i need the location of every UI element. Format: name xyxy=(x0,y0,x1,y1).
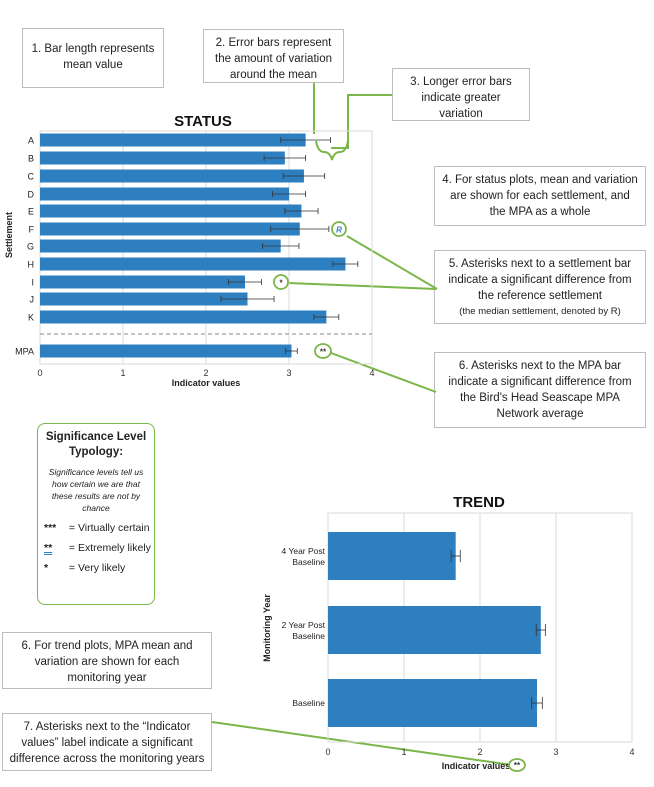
category-label: F xyxy=(29,225,35,235)
note-error-bars: 2. Error bars represent the amount of va… xyxy=(203,29,344,83)
bar xyxy=(40,310,327,324)
category-label: I xyxy=(31,278,34,288)
bar xyxy=(40,344,292,358)
annotation-circle xyxy=(508,758,526,772)
annotation-circle xyxy=(331,221,347,237)
x-tick-label: 4 xyxy=(369,368,374,378)
note-text: 6. Asterisks next to the MPA bar indicat… xyxy=(448,360,632,420)
significance-legend: Significance Level Typology: Significanc… xyxy=(37,423,155,605)
category-label: J xyxy=(30,295,35,305)
legend-row-very-likely: * = Very likely xyxy=(38,562,154,574)
bar xyxy=(40,222,300,236)
legend-row-extremely-likely: ** = Extremely likely xyxy=(38,542,154,554)
legend-symbol: *** xyxy=(44,522,57,534)
note-trend-asterisks: 7. Asterisks next to the “Indicator valu… xyxy=(2,713,212,771)
bar xyxy=(40,257,346,271)
bar xyxy=(40,292,248,306)
chart-title: TREND xyxy=(453,494,505,511)
legend-symbol: ** xyxy=(44,542,53,554)
annotation-text: R xyxy=(336,226,342,235)
bar xyxy=(328,606,541,654)
bar xyxy=(40,275,246,289)
legend-label: = Virtually certain xyxy=(66,522,150,534)
legend-row-virtually-certain: *** = Virtually certain xyxy=(38,522,154,534)
x-tick-label: 2 xyxy=(203,368,208,378)
x-tick-label: 2 xyxy=(477,747,482,757)
note-subtext: (the median settlement, denoted by R) xyxy=(459,306,621,317)
x-tick-label: 0 xyxy=(37,368,42,378)
category-label: E xyxy=(28,207,34,217)
note-bar-length: 1. Bar length represents mean value xyxy=(22,28,164,88)
x-tick-label: 0 xyxy=(325,747,330,757)
bar xyxy=(40,204,302,218)
note-text: 4. For status plots, mean and variation … xyxy=(442,174,638,218)
legend-label: = Extremely likely xyxy=(66,542,151,554)
category-label: Baseline xyxy=(292,698,325,708)
category-label: 4 Year Post Baseline xyxy=(282,546,326,567)
category-label: A xyxy=(28,136,34,146)
bar xyxy=(40,187,289,201)
note-text: 7. Asterisks next to the “Indicator valu… xyxy=(9,721,205,765)
y-axis-label: Monitoring Year xyxy=(262,594,272,662)
bar xyxy=(328,679,537,727)
legend-label: = Very likely xyxy=(66,562,126,574)
note-text: 3. Longer error bars indicate greater va… xyxy=(410,76,512,120)
note-trend-plots: 6. For trend plots, MPA mean and variati… xyxy=(2,632,212,689)
x-axis-label: Indicator values xyxy=(172,378,241,388)
annotation-circle xyxy=(314,343,332,359)
bar xyxy=(40,169,304,183)
category-label: D xyxy=(28,190,35,200)
annotation-text: ** xyxy=(514,761,521,770)
note-text: 6. For trend plots, MPA mean and variati… xyxy=(21,640,193,684)
bar xyxy=(40,239,281,253)
legend-title: Significance Level Typology: xyxy=(45,431,147,458)
x-tick-label: 3 xyxy=(286,368,291,378)
annotation-text: ** xyxy=(320,348,327,357)
annotation-circle xyxy=(273,274,289,290)
note-text: 1. Bar length represents mean value xyxy=(31,43,155,71)
category-label: H xyxy=(28,260,35,270)
note-text: 2. Error bars represent the amount of va… xyxy=(215,37,332,81)
x-axis-label: Indicator values xyxy=(442,761,511,771)
note-longer-error-bars: 3. Longer error bars indicate greater va… xyxy=(392,68,530,121)
bar xyxy=(328,532,456,580)
category-label: G xyxy=(27,242,34,252)
bar xyxy=(40,133,306,147)
bar xyxy=(40,151,285,165)
legend-description: Significance levels tell us how certain … xyxy=(48,467,144,513)
category-label: 2 Year Post Baseline xyxy=(282,620,326,641)
note-text: 5. Asterisks next to a settlement bar in… xyxy=(448,258,632,302)
x-tick-label: 1 xyxy=(401,747,406,757)
x-tick-label: 3 xyxy=(553,747,558,757)
chart-title: STATUS xyxy=(174,113,232,130)
note-mpa-asterisks: 6. Asterisks next to the MPA bar indicat… xyxy=(434,352,646,428)
y-axis-label: Settlement xyxy=(4,212,14,258)
category-label: C xyxy=(28,172,35,182)
x-tick-label: 4 xyxy=(629,747,634,757)
note-status-plots: 4. For status plots, mean and variation … xyxy=(434,166,646,226)
annotation-text: * xyxy=(279,279,283,288)
legend-symbol: * xyxy=(44,562,49,574)
category-label: MPA xyxy=(15,347,34,357)
category-label: K xyxy=(28,313,34,323)
note-settlement-asterisks: 5. Asterisks next to a settlement bar in… xyxy=(434,250,646,324)
category-label: B xyxy=(28,154,34,164)
x-tick-label: 1 xyxy=(120,368,125,378)
